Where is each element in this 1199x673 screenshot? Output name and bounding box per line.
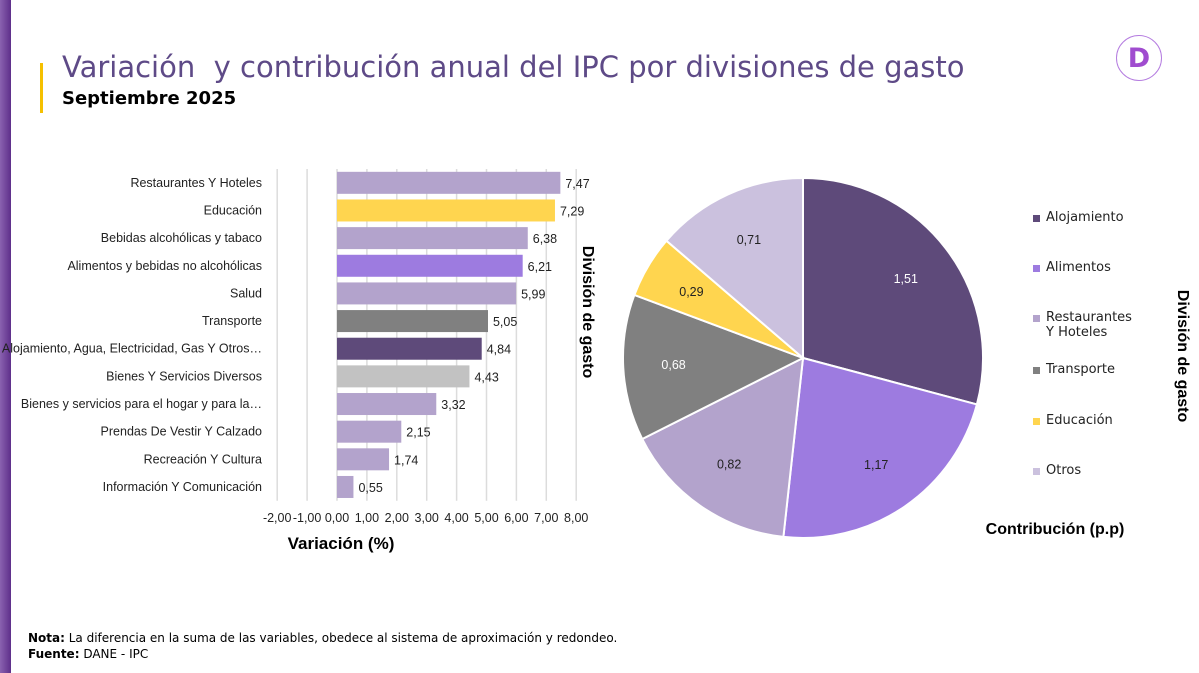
bar-value-label: 7,29 xyxy=(560,204,584,218)
source-label: Fuente: xyxy=(28,647,80,661)
page-subtitle: Septiembre 2025 xyxy=(62,88,237,109)
legend-label: Alojamiento xyxy=(1046,210,1124,225)
slice-value-label: 0,29 xyxy=(679,285,703,299)
pie-slice xyxy=(782,356,979,539)
footnote: Nota: La diferencia en la suma de las va… xyxy=(28,631,617,645)
legend-item: Otros xyxy=(1033,463,1143,478)
category-label: Bebidas alcohólicas y tabaco xyxy=(101,231,262,245)
legend-item: Alimentos xyxy=(1033,260,1143,275)
page-title: Variación y contribución anual del IPC p… xyxy=(62,50,965,84)
pie-slice xyxy=(802,176,984,406)
x-tick-label: 6,00 xyxy=(504,511,528,525)
bar xyxy=(337,254,523,277)
legend-item: Educación xyxy=(1033,413,1143,428)
legend-swatch xyxy=(1033,215,1040,222)
legend-label: Transporte xyxy=(1046,362,1115,377)
legend-title: División de gasto xyxy=(1174,290,1191,423)
bar-value-label: 0,55 xyxy=(358,481,382,495)
category-label: Bienes Y Servicios Diversos xyxy=(106,369,262,383)
legend-swatch xyxy=(1033,265,1040,272)
dane-logo: D xyxy=(1116,35,1162,81)
bar xyxy=(337,282,517,305)
legend-swatch xyxy=(1033,315,1040,322)
slice-value-label: 0,82 xyxy=(717,457,741,471)
bar xyxy=(337,337,482,360)
bar-value-label: 4,43 xyxy=(474,370,498,384)
category-label: Educación xyxy=(204,203,262,217)
category-label: Recreación Y Cultura xyxy=(144,452,262,466)
bar xyxy=(337,227,528,250)
slice-value-label: 1,51 xyxy=(894,272,918,286)
bar xyxy=(337,199,555,222)
bar-value-label: 7,47 xyxy=(565,177,589,191)
legend-label: Otros xyxy=(1046,463,1082,478)
legend-item: Restaurantes Y Hoteles xyxy=(1033,310,1143,340)
x-tick-label: -2,00 xyxy=(263,511,292,525)
pie-slice xyxy=(665,176,804,361)
title-accent-bar xyxy=(40,63,43,113)
bar xyxy=(337,475,354,498)
legend-swatch xyxy=(1033,418,1040,425)
x-tick-label: -1,00 xyxy=(293,511,322,525)
y-axis-title: División de gasto xyxy=(579,246,596,379)
x-axis-title: Variación (%) xyxy=(288,534,395,553)
bar xyxy=(337,171,561,194)
category-label: Información Y Comunicación xyxy=(103,480,262,494)
x-tick-label: 2,00 xyxy=(385,511,409,525)
side-accent-strip xyxy=(0,0,11,673)
pie-slice xyxy=(640,356,805,539)
category-label: Restaurantes Y Hoteles xyxy=(130,176,262,190)
category-label: Alimentos y bebidas no alcohólicas xyxy=(67,259,262,273)
legend-label: Educación xyxy=(1046,413,1113,428)
slice-value-label: 0,71 xyxy=(737,233,761,247)
bar-value-label: 5,05 xyxy=(493,315,517,329)
bar-value-label: 6,38 xyxy=(533,232,557,246)
bar-value-label: 2,15 xyxy=(406,426,430,440)
x-tick-label: 7,00 xyxy=(534,511,558,525)
bar xyxy=(337,365,470,388)
legend-label: Alimentos xyxy=(1046,260,1111,275)
bar xyxy=(337,310,488,333)
category-label: Transporte xyxy=(202,314,262,328)
bar-value-label: 6,21 xyxy=(528,260,552,274)
legend-label: Restaurantes Y Hoteles xyxy=(1046,310,1132,340)
category-label: Bienes y servicios para el hogar y para … xyxy=(21,397,262,411)
logo-letter: D xyxy=(1127,42,1151,74)
bar xyxy=(337,420,402,443)
x-tick-label: 4,00 xyxy=(444,511,468,525)
x-tick-label: 0,00 xyxy=(325,511,349,525)
x-tick-label: 8,00 xyxy=(564,511,588,525)
category-label: Prendas De Vestir Y Calzado xyxy=(101,425,262,439)
bar xyxy=(337,393,437,416)
pie-slice xyxy=(622,293,806,441)
legend-swatch xyxy=(1033,468,1040,475)
bar-value-label: 4,84 xyxy=(487,343,511,357)
bar-value-label: 1,74 xyxy=(394,453,418,467)
legend-item: Transporte xyxy=(1033,362,1143,377)
x-tick-label: 1,00 xyxy=(355,511,379,525)
category-label: Alojamiento, Agua, Electricidad, Gas Y O… xyxy=(2,342,262,356)
bar-value-label: 5,99 xyxy=(521,287,545,301)
slice-value-label: 1,17 xyxy=(864,458,888,472)
slice-value-label: 0,68 xyxy=(661,358,685,372)
x-tick-label: 3,00 xyxy=(415,511,439,525)
bar xyxy=(337,448,390,471)
legend-swatch xyxy=(1033,367,1040,374)
note-text: La diferencia en la suma de las variable… xyxy=(64,631,618,645)
pie-title: Contribución (p.p) xyxy=(986,521,1125,538)
source: Fuente: DANE - IPC xyxy=(28,647,148,661)
source-text: DANE - IPC xyxy=(79,647,149,661)
bar-value-label: 3,32 xyxy=(441,398,465,412)
note-label: Nota: xyxy=(28,631,65,645)
legend-item: Alojamiento xyxy=(1033,210,1143,225)
x-tick-label: 5,00 xyxy=(474,511,498,525)
category-label: Salud xyxy=(230,286,262,300)
